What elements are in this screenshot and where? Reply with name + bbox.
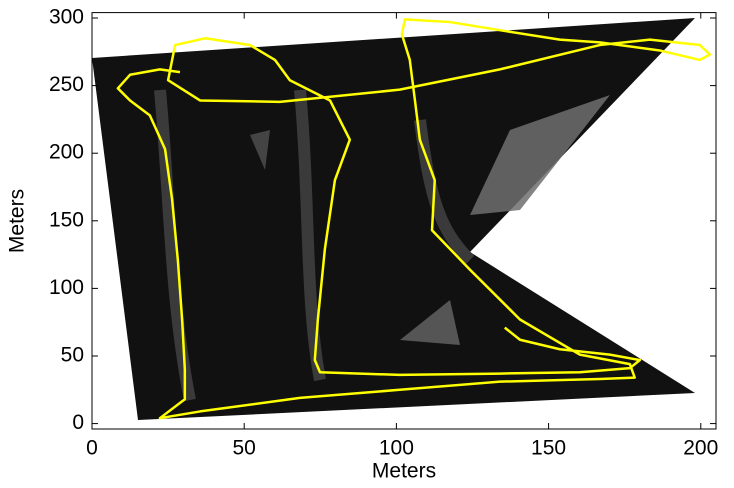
- x-tick-label: 50: [233, 437, 256, 460]
- y-tick-label: 100: [49, 276, 84, 299]
- x-tick-label: 100: [379, 437, 414, 460]
- x-axis-label: Meters: [372, 460, 436, 483]
- x-tick-label: 200: [683, 437, 718, 460]
- y-tick-label: 250: [49, 73, 84, 96]
- y-tick-label: 300: [49, 6, 84, 29]
- y-axis-label: Meters: [6, 189, 29, 253]
- y-tick-label: 150: [49, 208, 84, 231]
- x-tick-label: 150: [531, 437, 566, 460]
- x-tick-label: 0: [86, 437, 98, 460]
- map-patch: [250, 130, 270, 170]
- map-background: [92, 18, 695, 420]
- y-tick-label: 200: [49, 141, 84, 164]
- y-tick-label: 50: [61, 344, 84, 367]
- map-patch: [470, 95, 610, 215]
- trajectory-line: [116, 18, 712, 420]
- map-patch: [400, 300, 460, 345]
- y-tick-label: 0: [72, 411, 84, 434]
